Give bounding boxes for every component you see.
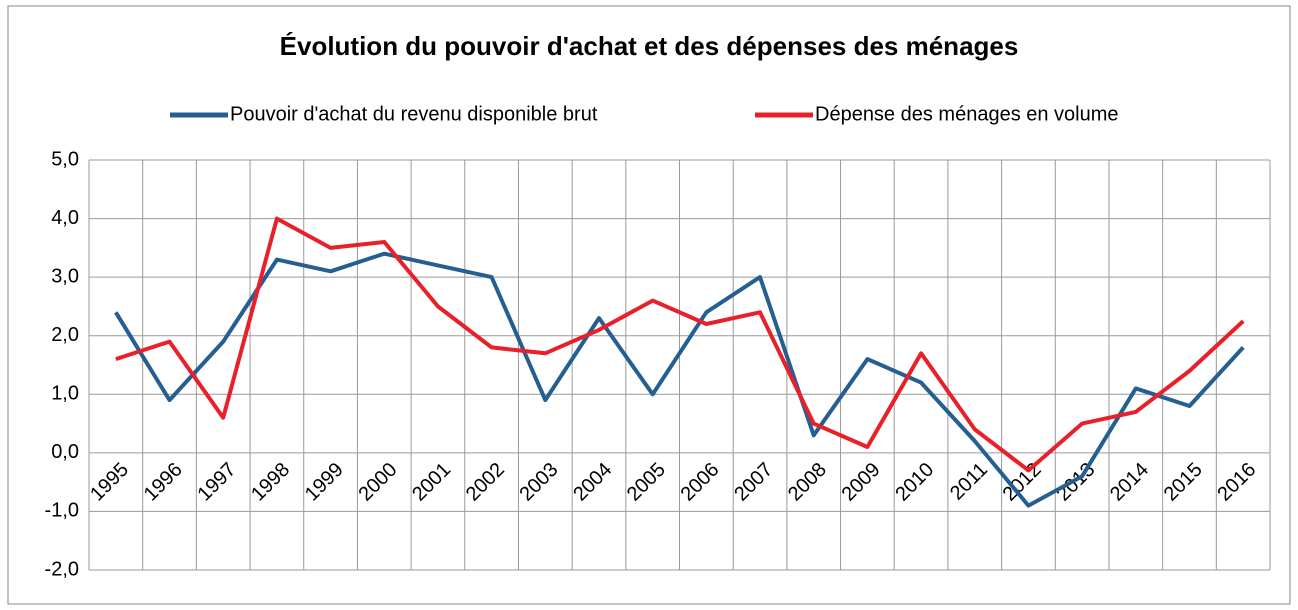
chart-border [7,5,1291,605]
y-tick-label: 5,0 [51,148,79,170]
y-tick-label: -2,0 [45,558,79,580]
legend-label: Dépense des ménages en volume [815,103,1119,125]
y-tick-label: 0,0 [51,441,79,463]
legend-label: Pouvoir d'achat du revenu disponible bru… [230,103,598,125]
series-line [114,251,1245,508]
y-tick-label: 1,0 [51,383,79,405]
y-tick-label: 4,0 [51,207,79,229]
y-tick-label: -1,0 [45,500,79,522]
series-line [115,216,1245,473]
y-tick-label: 2,0 [51,324,79,346]
y-tick-label: 3,0 [51,265,79,287]
chart-title: Évolution du pouvoir d'achat et des dépe… [280,31,1019,61]
